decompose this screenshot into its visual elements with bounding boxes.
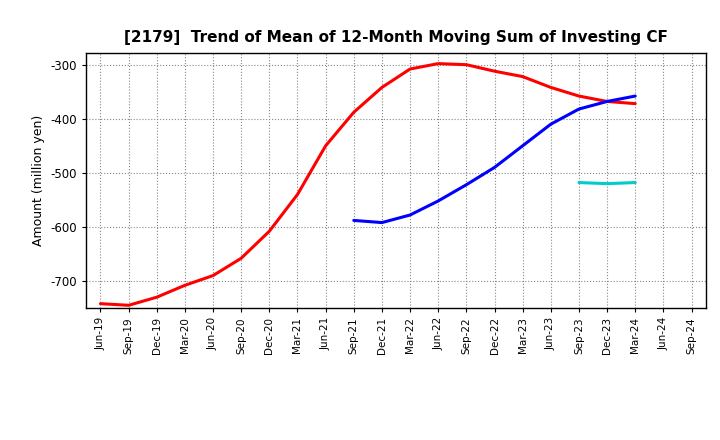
Legend: 3 Years, 5 Years, 7 Years, 10 Years: 3 Years, 5 Years, 7 Years, 10 Years xyxy=(186,437,606,440)
Title: [2179]  Trend of Mean of 12-Month Moving Sum of Investing CF: [2179] Trend of Mean of 12-Month Moving … xyxy=(124,29,668,45)
Y-axis label: Amount (million yen): Amount (million yen) xyxy=(32,115,45,246)
